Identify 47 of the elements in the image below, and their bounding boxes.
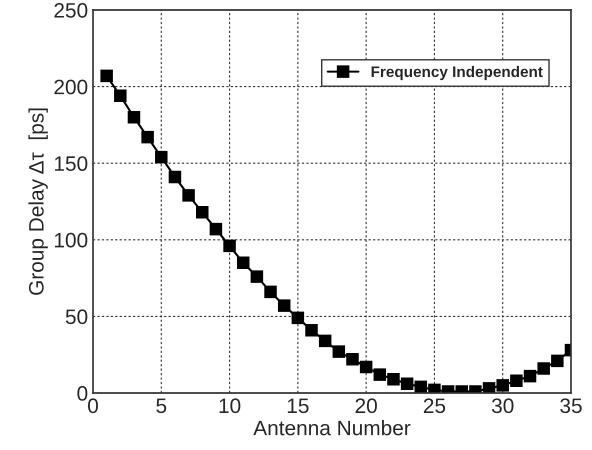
legend-label: Frequency Independent [372,66,543,80]
point [482,382,496,393]
point [537,362,550,375]
point [346,353,359,366]
point [510,374,523,387]
point [551,354,564,368]
point [114,90,127,102]
point [387,372,400,386]
point [100,70,113,82]
point [278,299,290,312]
point [141,130,154,144]
x-tick-label: 25 [424,398,446,414]
y-tick-label: 0 [77,386,88,401]
point [318,334,332,348]
point [332,345,346,358]
point [360,360,372,374]
x-tick-label: 0 [88,398,98,414]
x-tick-label: 35 [560,398,582,414]
point [182,189,195,202]
point [250,270,264,283]
y-tick-label: 150 [54,156,88,171]
y-tick-label: 200 [54,80,88,94]
x-axis-title: Antenna Number [253,420,410,436]
point [196,206,209,218]
y-axis-title: Group Delay Δτ [ps] [28,108,48,295]
point [305,324,318,336]
y-tick-label: 250 [54,3,88,18]
point [400,378,414,390]
point [168,170,182,184]
x-tick-label: 5 [156,398,166,414]
point [414,380,428,393]
point [155,150,168,164]
point [236,256,250,270]
point [496,379,509,392]
point [210,222,222,236]
y-tick-label: 50 [66,309,88,324]
point [128,110,140,124]
x-tick-label: 30 [492,398,514,414]
point [264,286,277,298]
point [292,312,304,324]
x-tick-label: 10 [220,398,240,414]
point [223,240,236,252]
x-tick-label: 15 [288,398,309,414]
point [524,370,536,382]
x-tick-label: 20 [356,398,377,414]
y-tick-label: 100 [54,232,88,248]
point [374,368,386,381]
